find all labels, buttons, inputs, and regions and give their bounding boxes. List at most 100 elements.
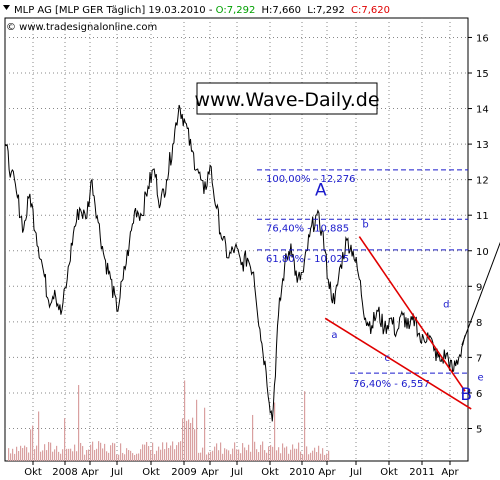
volume-bar (244, 447, 246, 461)
y-tick-label: 9 (476, 282, 482, 293)
volume-bar (54, 449, 56, 461)
volume-bar (148, 446, 150, 461)
price-line (4, 104, 466, 422)
y-tick-label: 6 (476, 389, 482, 400)
wave-label: e (477, 373, 483, 384)
volume-bar (116, 454, 118, 461)
volume-bar (146, 441, 148, 461)
volume-bar (310, 452, 312, 461)
volume-bar (86, 449, 88, 461)
x-tick-label: Okt (261, 467, 279, 478)
volume-bar (128, 450, 130, 461)
volume-bar (14, 453, 16, 461)
volume-bar (94, 449, 96, 461)
volume-bar (222, 453, 224, 461)
volume-bar (168, 448, 170, 461)
volume-bar (140, 449, 142, 461)
volume-bar (70, 448, 72, 461)
volume-bar (268, 446, 270, 461)
volume-bar (308, 454, 310, 461)
volume-bar (316, 451, 318, 461)
volume-bar (288, 453, 290, 461)
volume-bar (300, 451, 302, 461)
volume-bar (202, 447, 204, 461)
volume-bar (182, 418, 184, 461)
volume-bar (284, 447, 286, 461)
x-tick-label: Apr (318, 467, 336, 478)
wave-label: d (443, 300, 449, 311)
volume-bar (78, 385, 80, 461)
x-tick-label: Apr (81, 467, 99, 478)
x-tick-label: Jul (349, 467, 362, 478)
volume-bar (228, 450, 230, 461)
volume-bar (36, 445, 38, 461)
volume-bar (52, 451, 54, 461)
volume-bar (192, 417, 194, 461)
volume-bar (40, 451, 42, 461)
volume-bar (198, 452, 200, 461)
volume-bar (44, 444, 46, 461)
volume-bar (208, 452, 210, 461)
volume-bar (92, 441, 94, 461)
volume-bar (30, 429, 32, 461)
volume-bar (24, 445, 26, 461)
volume-bar (212, 450, 214, 461)
volume-bar (204, 407, 206, 461)
price-series (4, 104, 466, 422)
x-tick-label: 2008 (52, 467, 77, 478)
volume-bar (90, 444, 92, 461)
level-label: 76,40% - 6,557 (353, 379, 430, 390)
volume-bar (156, 450, 158, 461)
y-tick-label: 15 (476, 69, 489, 80)
wedge-line (358, 236, 466, 392)
volume-bar (114, 443, 116, 461)
volume-bar (174, 449, 176, 461)
volume-bar (242, 443, 244, 461)
x-tick-label: Apr (441, 467, 459, 478)
volume-bar (76, 451, 78, 461)
volume-bar (98, 441, 100, 461)
volume-bar (60, 453, 62, 461)
volume-bar (122, 452, 124, 461)
volume-bar (262, 441, 264, 461)
volume-bar (154, 454, 156, 461)
volume-bar (26, 447, 28, 461)
volume-bar (266, 452, 268, 461)
trend-lines (324, 236, 500, 410)
volume-bar (56, 445, 58, 461)
x-tick-label: 2010 (289, 467, 314, 478)
volume-bar (22, 448, 24, 461)
wave-label: a (331, 330, 337, 341)
volume-bar (48, 442, 50, 461)
volume-bar (194, 429, 196, 461)
volume-bar (32, 425, 34, 461)
volume-bar (302, 454, 304, 461)
volume-bar (138, 453, 140, 461)
volume-bar (178, 442, 180, 461)
x-tick-label: Okt (380, 467, 398, 478)
volume-bar (42, 450, 44, 461)
x-tick-label: Okt (142, 467, 160, 478)
volume-bar (136, 453, 138, 461)
volume-bar (50, 442, 52, 461)
volume-bar (84, 454, 86, 461)
volume-bar (130, 450, 132, 461)
volume-bar (304, 391, 306, 461)
volume-bar (256, 449, 258, 461)
volume-bar (314, 447, 316, 461)
volume-bar (186, 420, 188, 461)
volume-bar (236, 449, 238, 461)
volume-bar (72, 451, 74, 461)
volume-bar (180, 441, 182, 461)
volume-bar (82, 446, 84, 461)
volume-bar (322, 448, 324, 461)
volume-bar (120, 443, 122, 461)
level-label: 76,40% - 10,885 (266, 223, 349, 234)
volume-bar (318, 445, 320, 461)
volume-bar (190, 422, 192, 461)
volume-bar (224, 448, 226, 461)
volume-bar (270, 445, 272, 461)
volume-bar (280, 453, 282, 461)
high-value: H:7,660 (262, 5, 302, 16)
volume-bar (80, 442, 82, 461)
